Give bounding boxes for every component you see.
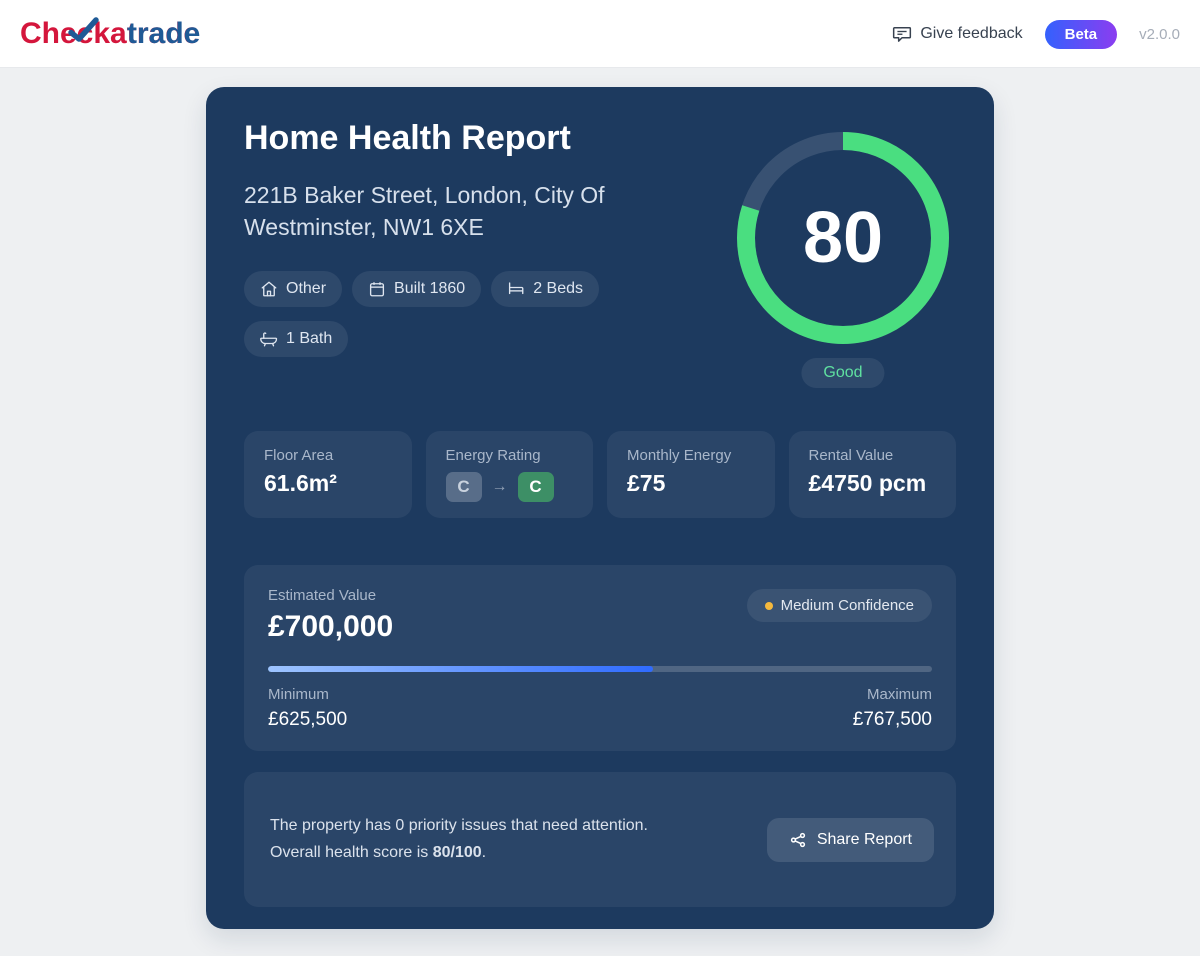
svg-text:trade: trade: [127, 17, 200, 50]
